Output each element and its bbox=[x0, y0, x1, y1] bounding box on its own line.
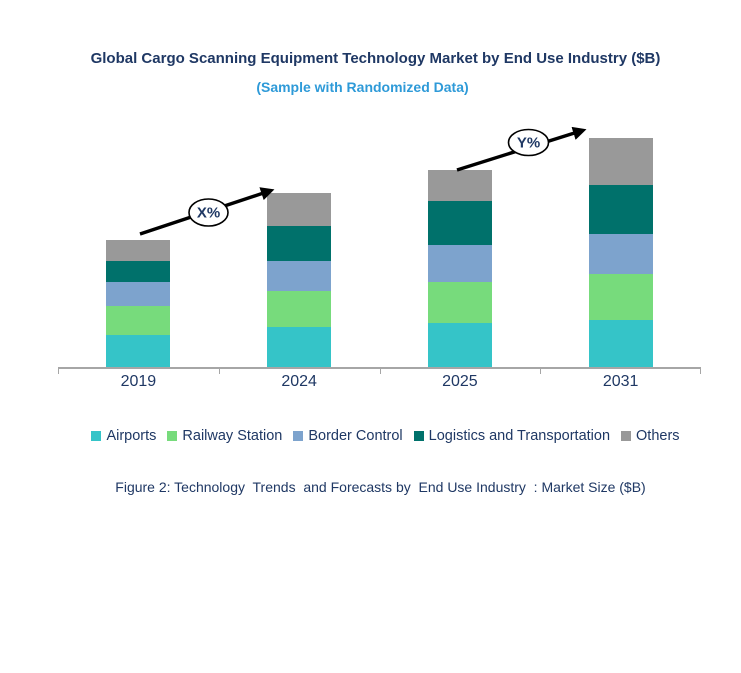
bar-segment-2019-logistics-and-transportation bbox=[106, 261, 171, 282]
bar-segment-2024-border-control bbox=[267, 261, 332, 291]
bar-segment-2019-others bbox=[106, 240, 171, 261]
bar-segment-2025-logistics-and-transportation bbox=[427, 201, 492, 245]
bar-segment-2031-railway-station bbox=[588, 274, 653, 320]
legend-marker-others bbox=[621, 431, 632, 441]
bar-segment-2024-logistics-and-transportation bbox=[267, 226, 332, 261]
legend-item-airports: Airports bbox=[91, 428, 156, 444]
bar-segment-2031-logistics-and-transportation bbox=[588, 185, 653, 234]
legend-label-border-control: Border Control bbox=[308, 428, 403, 444]
legend-label-airports: Airports bbox=[106, 428, 157, 444]
bar-segment-2019-border-control bbox=[106, 282, 171, 306]
bar-segment-2031-airports bbox=[588, 320, 653, 367]
legend-label-others: Others bbox=[636, 428, 680, 444]
legend-marker-airports bbox=[91, 431, 102, 441]
legend-marker-logistics-and-transportation bbox=[413, 431, 424, 441]
legend-marker-border-control bbox=[293, 431, 304, 441]
axis-tick bbox=[58, 369, 59, 374]
legend-marker-railway-station bbox=[167, 431, 178, 441]
bar-segment-2024-airports bbox=[267, 327, 332, 367]
legend-item-border-control: Border Control bbox=[293, 428, 403, 444]
bar-segment-2031-border-control bbox=[588, 234, 653, 274]
bar-segment-2031-others bbox=[588, 138, 653, 185]
bar-segment-2025-border-control bbox=[427, 245, 492, 282]
x-axis-label-2024: 2024 bbox=[281, 373, 317, 390]
axis-tick bbox=[540, 369, 542, 374]
bar-segment-2019-airports bbox=[106, 335, 171, 367]
axis-tick bbox=[379, 369, 381, 374]
figure-caption: Figure 2: Technology Trends and Forecast… bbox=[115, 479, 646, 495]
axis-tick bbox=[218, 369, 220, 374]
axis-tick bbox=[700, 369, 701, 374]
bar-segment-2025-others bbox=[427, 170, 492, 201]
legend-item-logistics-and-transportation: Logistics and Transportation bbox=[413, 428, 611, 444]
bar-segment-2025-railway-station bbox=[427, 282, 492, 323]
legend-item-others: Others bbox=[621, 428, 680, 444]
bar-segment-2019-railway-station bbox=[106, 306, 171, 335]
legend-label-railway-station: Railway Station bbox=[182, 428, 283, 444]
x-axis-label-2031: 2031 bbox=[602, 373, 639, 390]
legend-label-logistics-and-transportation: Logistics and Transportation bbox=[428, 428, 611, 444]
legend: Airports Railway Station Border Control Log… bbox=[30, 428, 741, 444]
chart-title: Global Cargo Scanning Equipment Technolo… bbox=[90, 50, 661, 67]
chart-subtitle: (Sample with Randomized Data) bbox=[256, 79, 469, 95]
x-axis-line bbox=[58, 367, 701, 369]
bar-segment-2024-others bbox=[267, 193, 332, 226]
legend-item-railway-station: Railway Station bbox=[167, 428, 282, 444]
bar-segment-2025-airports bbox=[427, 323, 492, 367]
x-axis-label-2019: 2019 bbox=[120, 373, 157, 390]
x-axis-label-2025: 2025 bbox=[442, 373, 478, 390]
bar-segment-2024-railway-station bbox=[267, 291, 332, 327]
